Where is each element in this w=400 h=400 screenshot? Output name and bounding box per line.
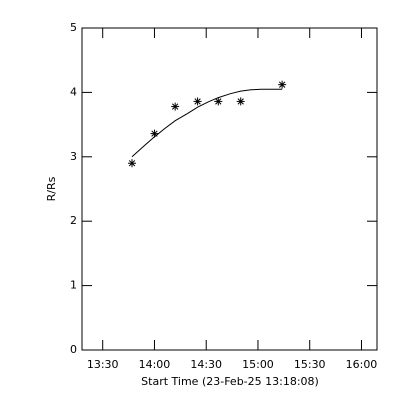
- x-tick-label: 14:00: [139, 358, 171, 371]
- y-tick-label: 2: [70, 214, 77, 227]
- asterisk-stroke: [172, 103, 179, 110]
- plot-frame: [81, 27, 378, 351]
- asterisk-stroke: [128, 160, 136, 167]
- data-point: [236, 97, 245, 106]
- asterisk-stroke: [278, 81, 286, 88]
- y-tick-label: 0: [70, 343, 77, 356]
- y-axis-label: R/Rs: [45, 176, 58, 201]
- y-tick-label: 4: [70, 85, 77, 98]
- data-point: [128, 159, 137, 168]
- x-axis-label: Start Time (23-Feb-25 13:18:08): [141, 375, 319, 388]
- y-tick-label: 3: [70, 150, 77, 163]
- x-tick-label: 13:30: [87, 358, 119, 371]
- fit-line: [131, 88, 283, 158]
- y-tick-label: 5: [70, 21, 77, 34]
- data-point: [278, 80, 287, 89]
- data-point: [214, 97, 223, 106]
- asterisk-stroke: [151, 130, 158, 137]
- x-tick-label: 15:30: [294, 358, 326, 371]
- x-tick-label: 15:00: [242, 358, 274, 371]
- asterisk-stroke: [237, 98, 244, 105]
- asterisk-stroke: [215, 98, 222, 105]
- data-point: [193, 97, 202, 106]
- y-tick-label: 1: [70, 279, 77, 292]
- data-point: [171, 102, 180, 111]
- asterisk-stroke: [194, 98, 201, 105]
- x-tick-label: 14:30: [190, 358, 222, 371]
- data-point: [150, 129, 159, 138]
- x-tick-label: 16:00: [346, 358, 378, 371]
